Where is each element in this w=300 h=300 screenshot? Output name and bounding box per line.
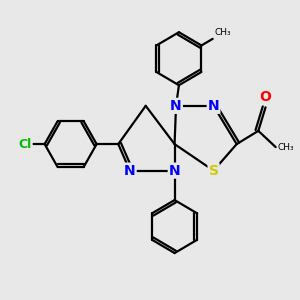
Text: CH₃: CH₃ <box>278 142 295 152</box>
Text: N: N <box>124 164 136 178</box>
Text: N: N <box>170 99 182 113</box>
Text: Cl: Cl <box>18 138 32 151</box>
Text: O: O <box>260 90 272 104</box>
Text: S: S <box>208 164 219 178</box>
Text: N: N <box>169 164 180 178</box>
Text: CH₃: CH₃ <box>214 28 231 38</box>
Text: N: N <box>208 99 219 113</box>
